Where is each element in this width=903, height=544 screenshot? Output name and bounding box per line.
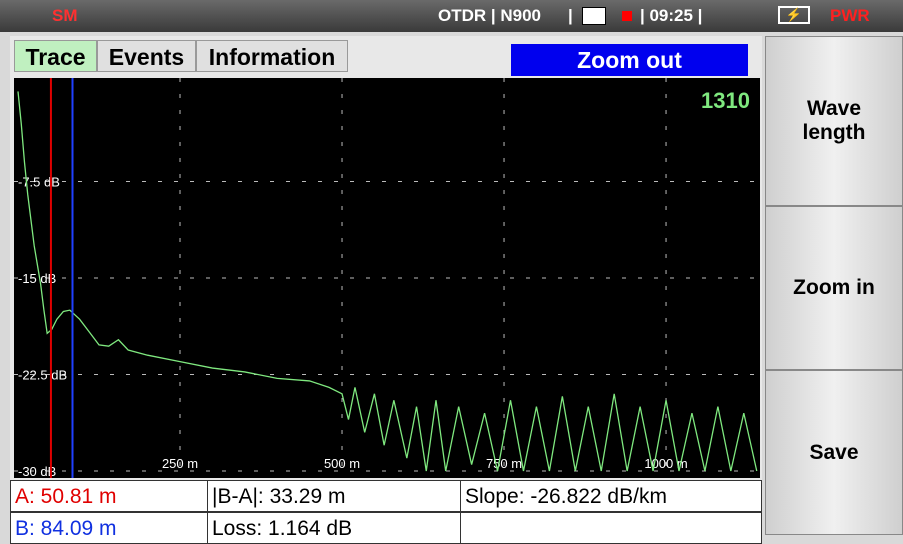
time: | 09:25 | xyxy=(640,6,703,25)
side-button-label: Save xyxy=(809,440,859,464)
y-tick-label: -30 dB xyxy=(18,464,56,478)
x-tick-label: 750 m xyxy=(486,456,522,471)
trace-plot: 1310 250 m 500 m 750 m 1000 m-7.5 dB-15 dB-… xyxy=(14,78,760,478)
loss-cell: Loss: 1.164 dB xyxy=(207,512,461,544)
slope-cell: Slope: -26.822 dB/km xyxy=(460,480,762,512)
distance-cell: |B-A|: 33.29 m xyxy=(207,480,461,512)
cursor-a-cell: A: 50.81 m xyxy=(10,480,208,512)
wavelength-label: 1310 xyxy=(701,88,750,113)
record-icon xyxy=(622,11,632,21)
side-button-label: Wave length xyxy=(802,97,866,144)
card-icon xyxy=(582,7,606,25)
device: OTDR | N900 xyxy=(438,6,542,25)
side-button-label: Zoom in xyxy=(793,276,875,299)
side-button[interactable]: Save xyxy=(765,370,903,535)
tab[interactable]: Events xyxy=(97,40,196,72)
cursor-b-cell: B: 84.09 m xyxy=(10,512,208,544)
status-bar: SM OTDR | N900 | | 09:25 | ⚡ PWR xyxy=(0,0,903,32)
empty-cell xyxy=(460,512,762,544)
trace-line xyxy=(17,91,758,472)
y-tick-label: -15 dB xyxy=(18,271,56,286)
battery-icon: ⚡ xyxy=(778,6,810,24)
mode: SM xyxy=(52,6,78,25)
power: PWR xyxy=(830,6,870,25)
side-button[interactable]: Zoom in xyxy=(765,206,903,370)
x-tick-label: 250 m xyxy=(162,456,198,471)
y-tick-label: -7.5 dB xyxy=(18,175,60,190)
tab[interactable]: Trace xyxy=(14,40,97,72)
tab[interactable]: Information xyxy=(196,40,348,72)
x-tick-label: 500 m xyxy=(324,456,360,471)
zoom-out-button[interactable]: Zoom out xyxy=(511,44,748,76)
separator: | xyxy=(568,6,573,25)
y-tick-label: -22.5 dB xyxy=(18,368,67,383)
plot-background xyxy=(14,78,760,478)
side-button[interactable]: Wave length xyxy=(765,36,903,206)
